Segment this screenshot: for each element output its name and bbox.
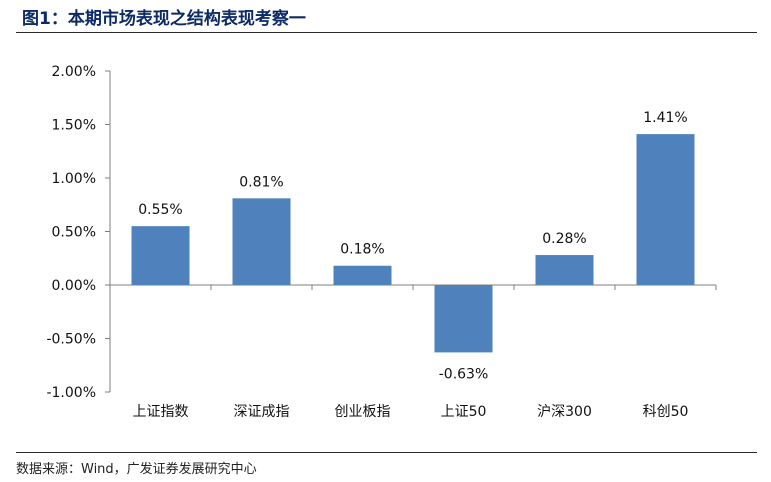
y-tick-label: 0.00% <box>52 278 96 294</box>
bar-series: 0.55% 0.81% 0.18% -0.63% 0.28% 1.41% <box>131 110 695 382</box>
bar <box>434 285 493 353</box>
title-rule <box>16 32 757 33</box>
x-category-label: 上证指数 <box>133 404 189 420</box>
y-tick-label: -0.50% <box>46 332 96 348</box>
x-category-label: 深证成指 <box>234 404 290 420</box>
bar <box>131 226 190 285</box>
x-category-label: 沪深300 <box>537 404 592 420</box>
data-label: 1.41% <box>643 110 687 126</box>
figure-title: 图1：本期市场表现之结构表现考察一 <box>22 9 306 29</box>
data-label: 0.18% <box>340 242 384 258</box>
bar <box>535 255 594 285</box>
y-tick-label: 2.00% <box>52 64 96 80</box>
y-axis: 2.00% 1.50% 1.00% 0.50% 0.00% -0.50% -1.00% <box>46 64 110 401</box>
bar <box>636 134 695 285</box>
y-tick-label: 0.50% <box>52 225 96 241</box>
data-label: 0.81% <box>239 174 283 190</box>
bar <box>333 265 392 285</box>
y-tick-label: 1.00% <box>52 171 96 187</box>
x-category-label: 上证50 <box>441 404 487 420</box>
bar <box>232 198 291 285</box>
data-label: 0.28% <box>542 231 586 247</box>
data-label: 0.55% <box>138 202 182 218</box>
source-rule <box>16 452 757 453</box>
x-category-label: 科创50 <box>643 404 689 420</box>
source-note: 数据来源：Wind，广发证券发展研究中心 <box>16 462 257 477</box>
x-axis-labels: 上证指数 深证成指 创业板指 上证50 沪深300 科创50 <box>133 285 717 420</box>
x-category-label: 创业板指 <box>335 404 391 420</box>
data-label: -0.63% <box>439 366 489 382</box>
y-tick-label: -1.00% <box>46 385 96 401</box>
y-tick-label: 1.50% <box>52 118 96 134</box>
